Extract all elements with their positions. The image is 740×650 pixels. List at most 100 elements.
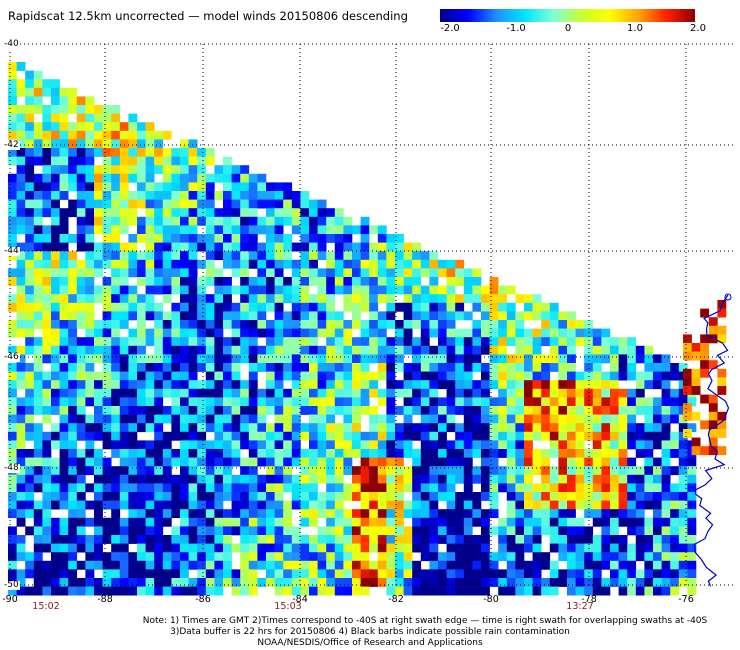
wind-cell	[541, 354, 551, 364]
swath-time: 15:02	[32, 601, 60, 612]
wind-cell	[627, 363, 637, 372]
wind-cell	[498, 302, 508, 312]
wind-cell	[59, 113, 69, 123]
wind-cell	[584, 578, 594, 587]
wind-cell	[481, 552, 490, 562]
wind-cell	[506, 526, 516, 536]
wind-cell	[25, 483, 35, 493]
wind-cell	[68, 440, 78, 450]
wind-cell	[309, 354, 318, 364]
wind-cell	[515, 311, 525, 321]
wind-cell	[283, 191, 293, 200]
wind-cell	[102, 474, 112, 484]
wind-cell	[683, 377, 692, 387]
wind-cell	[506, 457, 516, 467]
wind-cell	[584, 328, 594, 338]
wind-cell	[558, 406, 568, 415]
wind-cell	[59, 526, 69, 536]
wind-cell	[68, 509, 78, 519]
wind-cell	[94, 225, 103, 235]
lat-label: -46	[3, 352, 20, 362]
wind-cell	[300, 242, 310, 252]
wind-cell	[76, 302, 86, 312]
wind-cell	[154, 431, 164, 441]
wind-cell	[446, 560, 456, 570]
wind-cell	[627, 586, 637, 596]
wind-cell	[214, 457, 224, 467]
wind-cell	[33, 216, 43, 226]
wind-cell	[489, 320, 499, 329]
wind-cell	[481, 457, 490, 467]
wind-cell	[506, 414, 516, 424]
wind-cell	[162, 320, 172, 329]
wind-cell	[33, 517, 43, 527]
wind-cell	[111, 466, 121, 476]
wind-cell	[85, 423, 95, 433]
wind-cell	[438, 285, 447, 295]
wind-cell	[51, 354, 60, 364]
wind-cell	[455, 371, 465, 381]
wind-cell	[506, 431, 516, 441]
lon-label: -90	[2, 594, 18, 605]
wind-cell	[575, 423, 585, 433]
wind-cell	[154, 320, 164, 329]
wind-cell	[248, 380, 258, 390]
wind-cell	[700, 360, 710, 370]
wind-cell	[360, 406, 370, 415]
wind-cell	[420, 285, 430, 295]
wind-cell	[618, 500, 628, 510]
lat-label: -48	[3, 463, 20, 473]
wind-cell	[197, 208, 207, 218]
wind-cell	[352, 578, 361, 587]
wind-cell	[85, 431, 95, 441]
wind-cell	[94, 199, 103, 209]
wind-cell	[145, 311, 155, 321]
wind-cell	[154, 242, 164, 252]
wind-cell	[377, 535, 387, 544]
wind-cell	[584, 449, 594, 458]
wind-cell	[85, 543, 95, 553]
wind-cell	[498, 311, 508, 321]
wind-cell	[145, 474, 155, 484]
wind-cell	[214, 268, 224, 278]
wind-cell	[154, 388, 164, 398]
wind-cell	[429, 552, 439, 562]
wind-cell	[76, 466, 86, 476]
wind-cell	[455, 397, 465, 407]
wind-cell	[291, 552, 301, 562]
wind-cell	[85, 285, 95, 295]
wind-cell	[111, 277, 121, 286]
wind-cell	[205, 216, 215, 226]
wind-cell	[128, 216, 138, 226]
wind-cell	[102, 285, 112, 295]
wind-cell	[205, 191, 215, 200]
wind-cell	[326, 380, 336, 390]
wind-cell	[317, 363, 327, 372]
wind-cell	[627, 543, 637, 553]
wind-cell	[85, 225, 95, 235]
wind-cell	[214, 517, 224, 527]
wind-cell	[274, 466, 284, 476]
wind-cell	[128, 208, 138, 218]
wind-cell	[119, 423, 129, 433]
wind-cell	[76, 354, 86, 364]
wind-cell	[429, 414, 439, 424]
wind-cell	[102, 535, 112, 544]
wind-cell	[119, 380, 129, 390]
wind-cell	[162, 371, 172, 381]
wind-cell	[102, 363, 112, 372]
wind-cell	[489, 371, 499, 381]
wind-cell	[592, 406, 602, 415]
wind-cell	[446, 337, 456, 347]
wind-cell	[472, 354, 482, 364]
wind-cell	[33, 388, 43, 398]
wind-cell	[162, 466, 172, 476]
wind-cell	[575, 578, 585, 587]
wind-cell	[326, 354, 336, 364]
wind-cell	[171, 552, 181, 562]
wind-cell	[360, 569, 370, 579]
wind-cell	[635, 552, 645, 562]
wind-cell	[317, 242, 327, 252]
wind-cell	[683, 411, 692, 421]
wind-cell	[661, 578, 671, 587]
